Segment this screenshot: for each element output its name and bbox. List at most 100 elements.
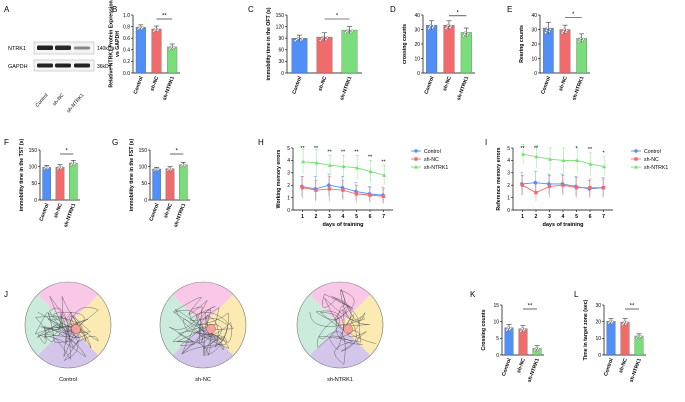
x-tick-label: 1 — [521, 214, 524, 220]
significance-label: * — [456, 10, 459, 16]
bar-control — [504, 327, 514, 356]
line-marker — [574, 185, 579, 190]
maze-quadrant — [203, 294, 246, 356]
line-marker — [300, 185, 305, 190]
line-marker — [533, 180, 538, 185]
x-tick-label: 4 — [342, 214, 345, 220]
maze-caption: Control — [59, 377, 77, 383]
significance-label: ** — [588, 147, 593, 153]
maze-control: Control — [24, 281, 112, 383]
band-gapdh-shntrk1 — [74, 63, 90, 68]
y-tick-label: 5 — [287, 146, 290, 152]
x-tick-label: Control — [149, 202, 161, 222]
y-axis-label: immobility time in the FST (s) — [129, 139, 135, 212]
x-tick-label: 4 — [562, 214, 565, 220]
y-tick-label: 20 — [595, 319, 601, 325]
y-tick-label: 3 — [507, 171, 510, 177]
line-marker — [328, 163, 333, 167]
y-tick-label: 0 — [34, 198, 37, 204]
x-tick-label: sh-NC — [318, 75, 329, 92]
y-tick-label: 15 — [493, 303, 499, 309]
y-axis-label: immobility time in the OFT (s) — [266, 7, 272, 80]
y-tick-label: 90 — [278, 36, 284, 42]
y-tick-label: 10 — [531, 56, 537, 62]
data-point — [44, 166, 48, 169]
x-tick-label: 6 — [369, 214, 372, 220]
data-point — [57, 165, 61, 169]
significance-label: ** — [162, 14, 167, 20]
maze-quadrant — [25, 294, 69, 356]
maze-sh-nc: sh-NC — [159, 281, 247, 383]
line-marker — [634, 149, 638, 153]
x-tick-label: sh-NC — [53, 202, 64, 219]
x-axis-label: days of training — [543, 222, 584, 228]
line-marker — [327, 187, 332, 191]
y-tick-label: 20 — [531, 42, 537, 48]
y-tick-label: 0.6 — [123, 36, 130, 42]
x-tick-label: 5 — [355, 214, 358, 220]
significance-label: ** — [354, 149, 359, 155]
y-tick-label: 0 — [144, 198, 147, 204]
bar-sh-nc — [316, 36, 333, 74]
line-marker — [301, 159, 306, 164]
y-axis-label: Working memory errors — [276, 150, 282, 209]
data-point — [296, 36, 300, 40]
panel-letter: I — [485, 138, 487, 147]
y-axis-label: vs GAPDH — [115, 31, 121, 57]
x-tick-label: 7 — [382, 214, 385, 220]
line-marker — [520, 183, 525, 187]
maze-sh-ntrk1: sh-NTRK1 — [296, 281, 384, 383]
line-marker — [414, 164, 418, 169]
y-tick-label: 4 — [287, 158, 290, 164]
y-tick-label: 0 — [598, 353, 601, 359]
bar-sh-nc — [55, 166, 65, 201]
x-tick-label: sh-NTRK1 — [339, 76, 353, 102]
line-marker — [634, 164, 638, 169]
line-marker — [575, 158, 580, 162]
x-tick-label: 1 — [301, 214, 304, 220]
line-marker — [327, 183, 331, 187]
data-point — [506, 326, 510, 329]
y-tick-label: 20 — [414, 42, 420, 48]
y-tick-label: 3 — [287, 171, 290, 177]
significance-label: ** — [368, 154, 373, 160]
data-point — [429, 23, 432, 27]
chart-i: I 0 1 2 3 4 5 1 2 3 4 5 6 7 days of training Reference … — [485, 138, 668, 228]
y-tick-label: 0 — [507, 208, 510, 214]
chart-e: E 0 10 20 30 40 Rearing counts Control sh-NC sh-N… — [507, 5, 590, 101]
bar-sh-ntrk1 — [179, 164, 188, 201]
y-tick-label: 0.0 — [123, 71, 130, 77]
bar-control — [426, 24, 438, 74]
data-point — [351, 29, 354, 33]
x-tick-label: 3 — [328, 214, 331, 220]
data-point — [167, 167, 171, 170]
data-point — [546, 26, 549, 30]
y-tick-label: 1.0 — [123, 13, 130, 19]
x-tick-label: sh-NC — [442, 75, 453, 92]
y-tick-label: 0 — [496, 353, 499, 359]
data-point — [449, 24, 453, 28]
legend-label: sh-NC — [644, 157, 659, 163]
y-tick-label: 1 — [507, 195, 510, 201]
data-point — [60, 166, 63, 169]
significance-label: * — [336, 14, 339, 20]
y-tick-label: 0.4 — [123, 48, 130, 54]
panel-letter: H — [258, 138, 264, 147]
x-tick-label: sh-NTRK1 — [527, 358, 541, 384]
y-tick-label: 0 — [281, 71, 284, 77]
x-tick-label: 3 — [548, 214, 551, 220]
data-point — [636, 334, 640, 338]
y-tick-label: 5 — [507, 146, 510, 152]
significance-label: * — [175, 149, 178, 155]
data-point — [138, 25, 142, 29]
band-gapdh-control — [37, 63, 53, 68]
y-axis-label: Rearing counts — [519, 25, 525, 63]
lane-label-shnc: sh-NC — [52, 92, 66, 107]
bar-control — [543, 27, 554, 74]
x-tick-label: sh-NTRK1 — [571, 76, 585, 102]
y-axis-label: Reference memory errors — [496, 147, 502, 210]
panel-letter: K — [470, 290, 476, 299]
y-tick-label: 30 — [595, 303, 601, 309]
y-tick-label: 50 — [31, 181, 37, 187]
